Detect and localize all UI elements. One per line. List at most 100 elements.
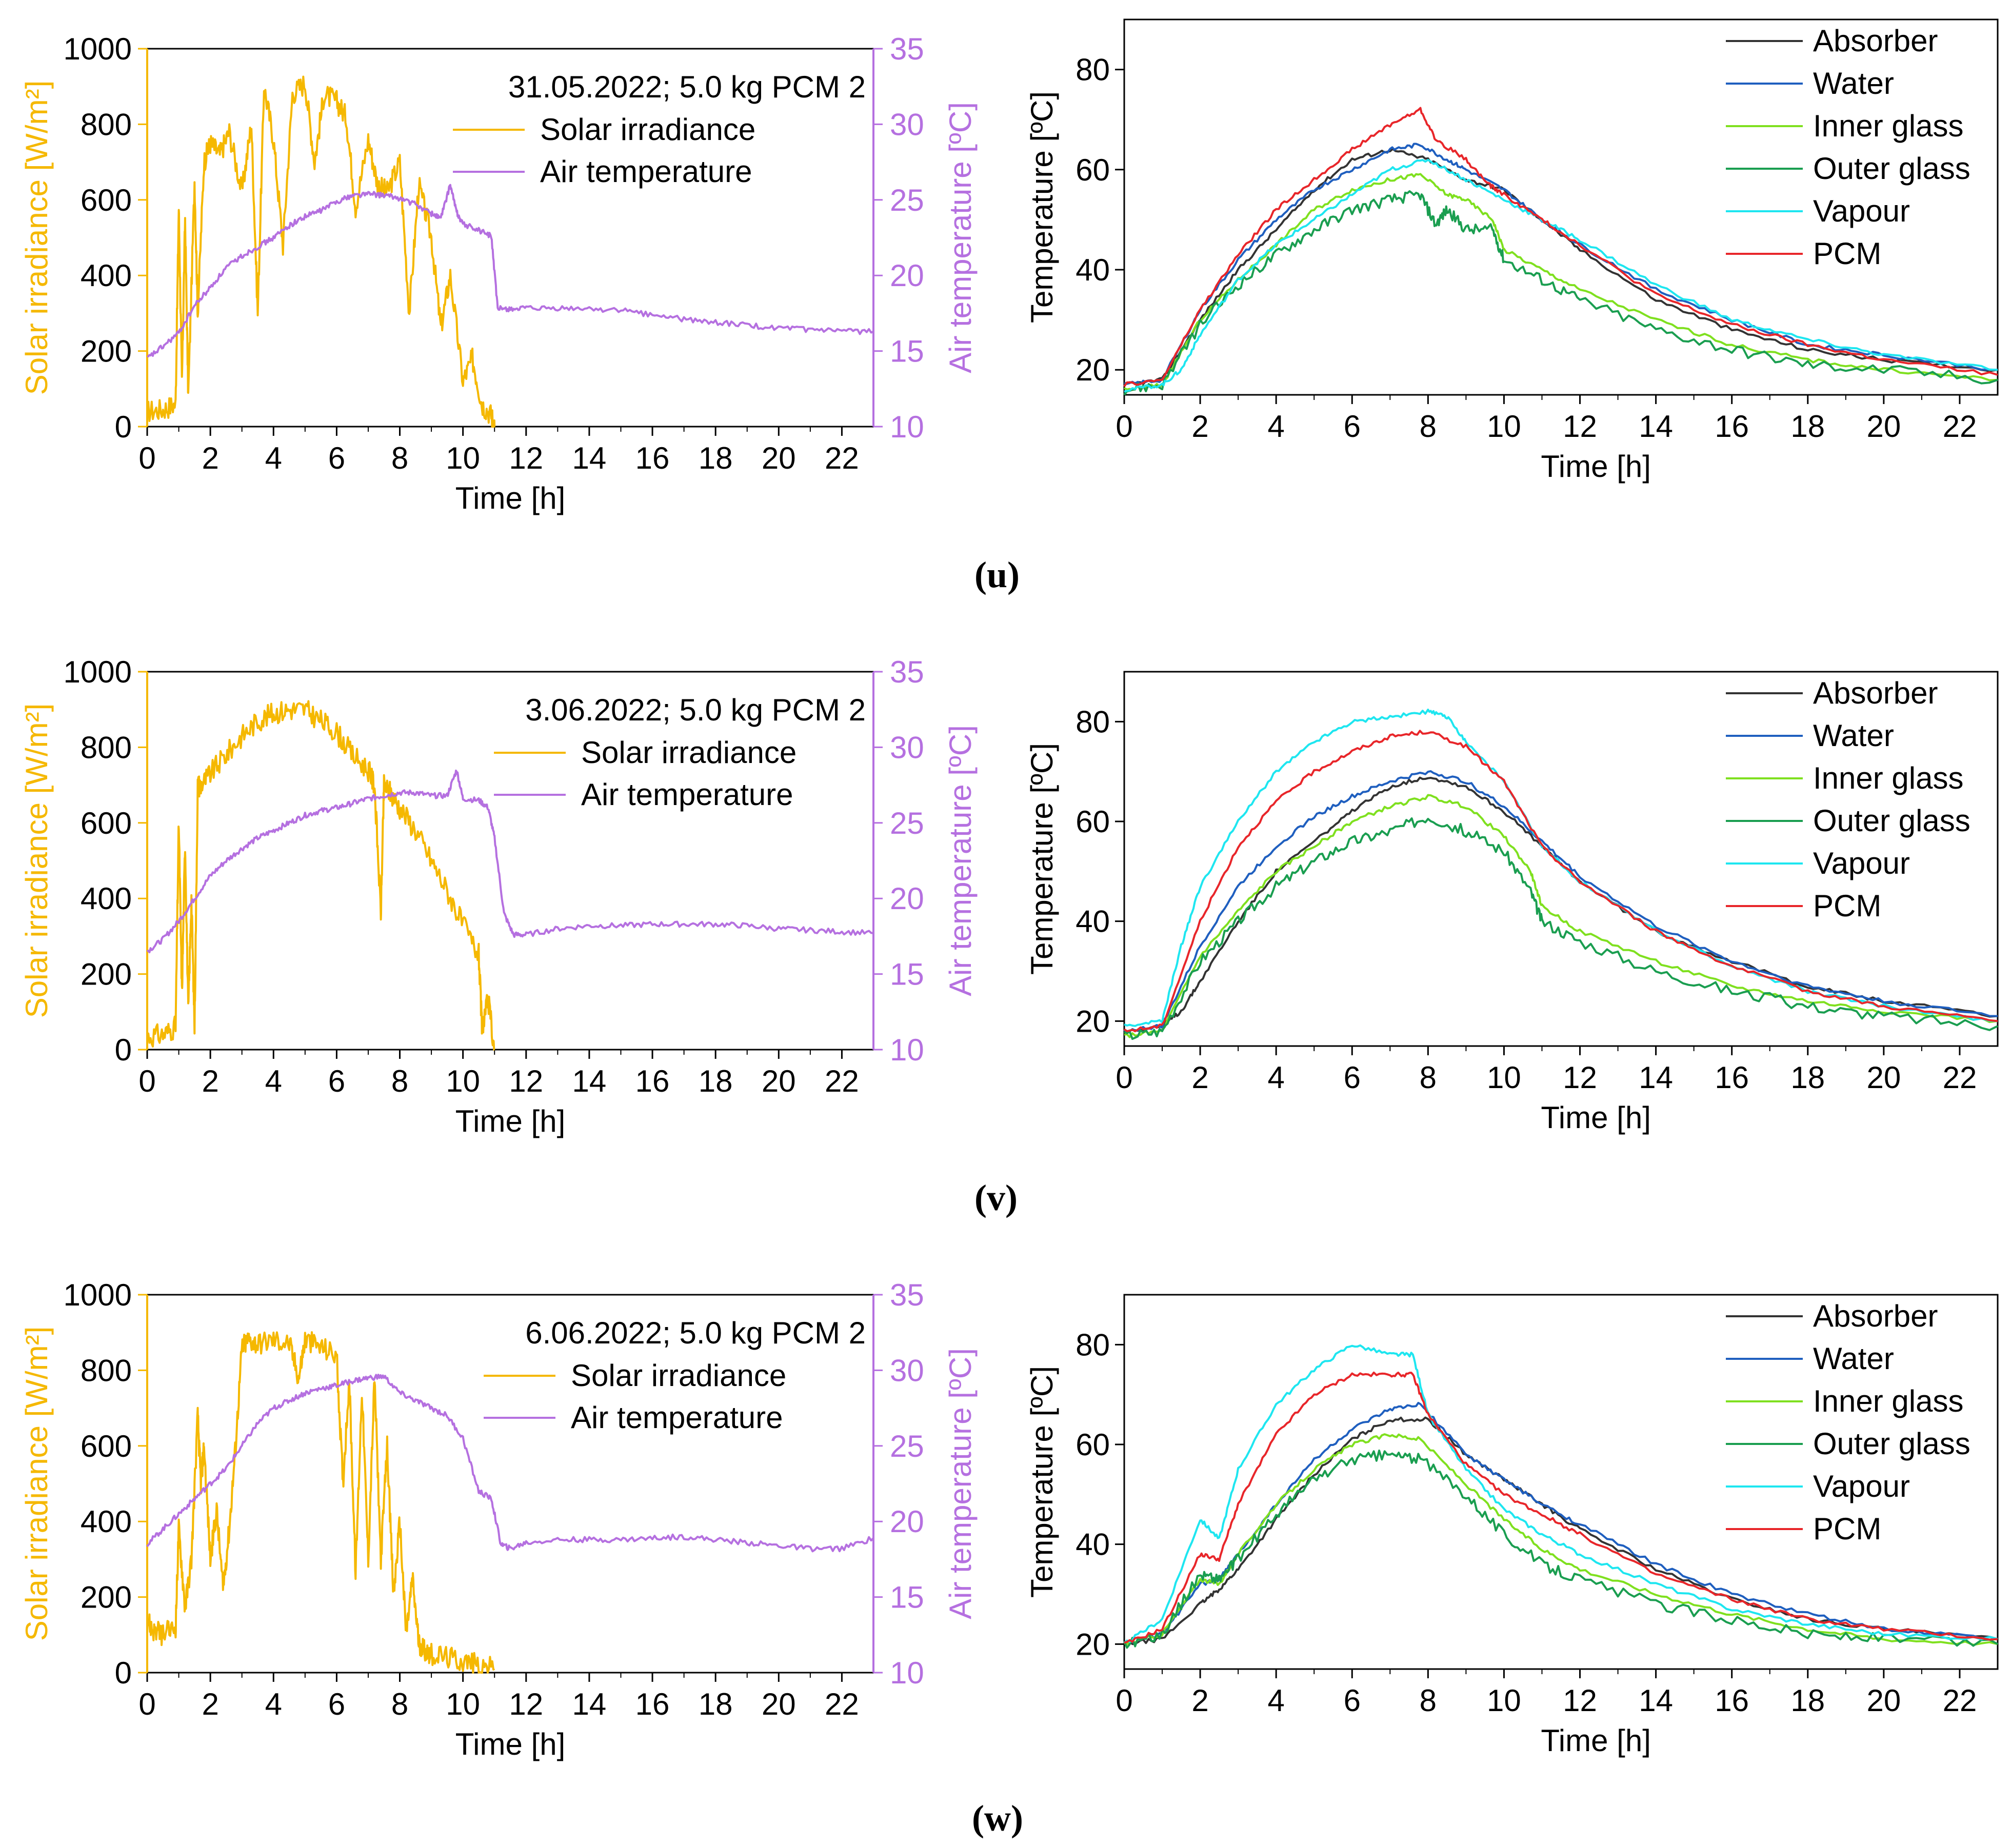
x-tick-label: 2 bbox=[202, 1064, 218, 1098]
plot-frame bbox=[1123, 18, 1999, 396]
chart-annotation: 6.06.2022; 5.0 kg PCM 2 bbox=[525, 1316, 866, 1350]
legend-label: Outer glass bbox=[1813, 1427, 1970, 1461]
y-tick-label: 40 bbox=[1076, 253, 1110, 287]
x-tick-label: 18 bbox=[1790, 1060, 1825, 1095]
series-line-solar-irradiance bbox=[146, 75, 496, 428]
x-tick-label: 12 bbox=[1563, 1683, 1597, 1718]
y-tick-label: 400 bbox=[81, 1504, 132, 1539]
legend-label: Absorber bbox=[1813, 24, 1938, 58]
y-axis-title: Temperature [ºC] bbox=[1025, 743, 1059, 975]
x-tick-label: 0 bbox=[1116, 1060, 1132, 1095]
x-tick-label: 14 bbox=[1639, 1683, 1673, 1718]
x-tick-label: 0 bbox=[1116, 409, 1132, 444]
y-axis-title: Temperature [ºC] bbox=[1025, 91, 1059, 323]
legend-label: PCM bbox=[1813, 889, 1881, 923]
y2-tick-label: 10 bbox=[890, 410, 924, 444]
series-line-absorber bbox=[1124, 1416, 1998, 1645]
legend-label: Vapour bbox=[1813, 194, 1910, 228]
x-tick-label: 22 bbox=[1943, 1060, 1977, 1095]
x-tick-label: 2 bbox=[1191, 409, 1208, 444]
x-tick-label: 18 bbox=[699, 1064, 733, 1098]
x-tick-label: 18 bbox=[1790, 1683, 1825, 1718]
chart-annotation: 31.05.2022; 5.0 kg PCM 2 bbox=[508, 70, 866, 104]
x-tick-label: 0 bbox=[1116, 1683, 1132, 1718]
y-tick-label: 200 bbox=[81, 957, 132, 992]
y-tick-label: 60 bbox=[1076, 153, 1110, 187]
x-tick-label: 16 bbox=[1715, 409, 1749, 444]
x-tick-label: 4 bbox=[265, 1064, 282, 1098]
x-tick-label: 16 bbox=[635, 1687, 670, 1721]
series-line-outer-glass bbox=[1123, 1449, 1998, 1649]
y-tick-label: 0 bbox=[115, 410, 132, 444]
x-tick-label: 4 bbox=[1267, 1683, 1284, 1718]
y2-axis-title: Air temperature [ºC] bbox=[943, 725, 978, 996]
chart-w-left: 0 2 4 6 8 10 12 14 16 18 20 22 Time [h] 0 200 400 600 800… bbox=[19, 1278, 978, 1761]
series-line-pcm bbox=[1123, 730, 1998, 1033]
x-tick-label: 2 bbox=[1191, 1683, 1208, 1718]
y2-tick-label: 35 bbox=[890, 655, 924, 689]
x-tick-label: 16 bbox=[1715, 1683, 1749, 1718]
chart-u-right: 0 2 4 6 8 10 12 14 16 18 20 22 Time [h] 20 40 60 80 Tempe… bbox=[1025, 18, 1999, 484]
series-line-pcm bbox=[1123, 107, 1998, 387]
legend-label: Outer glass bbox=[1813, 151, 1970, 186]
x-tick-label: 4 bbox=[265, 1687, 282, 1721]
legend-label: Inner glass bbox=[1813, 109, 1964, 143]
y-axis-title: Solar irradiance [W/m²] bbox=[19, 1327, 54, 1641]
y-tick-label: 60 bbox=[1076, 1428, 1110, 1462]
y2-tick-label: 10 bbox=[890, 1033, 924, 1067]
panel-label-v: (v) bbox=[974, 1177, 1018, 1218]
legend-label: Air temperature bbox=[540, 154, 752, 189]
x-tick-label: 8 bbox=[391, 441, 408, 475]
x-tick-label: 10 bbox=[1487, 409, 1521, 444]
y-axis-title: Solar irradiance [W/m²] bbox=[19, 704, 54, 1018]
plot-frame bbox=[1123, 1294, 1999, 1670]
y2-tick-label: 35 bbox=[890, 32, 924, 66]
x-tick-label: 10 bbox=[446, 1064, 480, 1098]
legend-label: Water bbox=[1813, 718, 1894, 753]
x-tick-label: 10 bbox=[1487, 1060, 1521, 1095]
x-tick-label: 2 bbox=[1191, 1060, 1208, 1095]
y2-tick-label: 20 bbox=[890, 1504, 924, 1539]
y-axis-title: Solar irradiance [W/m²] bbox=[19, 81, 54, 395]
x-tick-label: 8 bbox=[1420, 1060, 1437, 1095]
chart-v-right: 0 2 4 6 8 10 12 14 16 18 20 22 Time [h] 20 40 60 80 Tempe… bbox=[1025, 671, 1999, 1135]
x-tick-label: 12 bbox=[509, 1687, 543, 1721]
x-tick-label: 22 bbox=[1943, 409, 1977, 444]
x-tick-label: 6 bbox=[328, 1064, 345, 1098]
x-tick-label: 6 bbox=[1344, 409, 1361, 444]
x-tick-label: 20 bbox=[1866, 1060, 1901, 1095]
y2-tick-label: 15 bbox=[890, 334, 924, 369]
y2-tick-label: 10 bbox=[890, 1656, 924, 1690]
y-tick-label: 400 bbox=[81, 258, 132, 293]
y-tick-label: 20 bbox=[1076, 1004, 1110, 1038]
y-tick-label: 40 bbox=[1076, 905, 1110, 939]
chart-v-left: 0 2 4 6 8 10 12 14 16 18 20 22 Time [h] 0 200 400 600 800… bbox=[19, 655, 978, 1138]
x-tick-label: 22 bbox=[825, 1064, 859, 1098]
series-line-vapour bbox=[1124, 158, 1998, 393]
y-tick-label: 1000 bbox=[64, 1278, 132, 1312]
x-tick-label: 4 bbox=[1267, 1060, 1284, 1095]
x-tick-label: 12 bbox=[1563, 409, 1597, 444]
x-axis-title: Time [h] bbox=[455, 1104, 565, 1138]
x-tick-label: 10 bbox=[446, 1687, 480, 1721]
y-tick-label: 800 bbox=[81, 730, 132, 765]
x-tick-label: 8 bbox=[391, 1064, 408, 1098]
y2-tick-label: 25 bbox=[890, 1429, 924, 1463]
y2-tick-label: 15 bbox=[890, 1580, 924, 1615]
x-tick-label: 0 bbox=[138, 441, 155, 475]
x-tick-label: 16 bbox=[635, 441, 670, 475]
x-tick-label: 10 bbox=[446, 441, 480, 475]
y-tick-label: 200 bbox=[81, 1580, 132, 1615]
x-tick-label: 6 bbox=[1344, 1060, 1361, 1095]
plot-frame bbox=[146, 48, 874, 428]
x-tick-label: 18 bbox=[699, 441, 733, 475]
y-tick-label: 1000 bbox=[64, 32, 132, 66]
series-line-pcm bbox=[1124, 1371, 1998, 1644]
y-tick-label: 80 bbox=[1076, 1328, 1110, 1362]
legend-label: Solar irradiance bbox=[581, 735, 797, 770]
x-tick-label: 6 bbox=[328, 441, 345, 475]
legend-label: Solar irradiance bbox=[540, 112, 755, 147]
x-tick-label: 20 bbox=[762, 1687, 796, 1721]
y2-tick-label: 35 bbox=[890, 1278, 924, 1312]
x-axis-title: Time [h] bbox=[455, 481, 565, 515]
